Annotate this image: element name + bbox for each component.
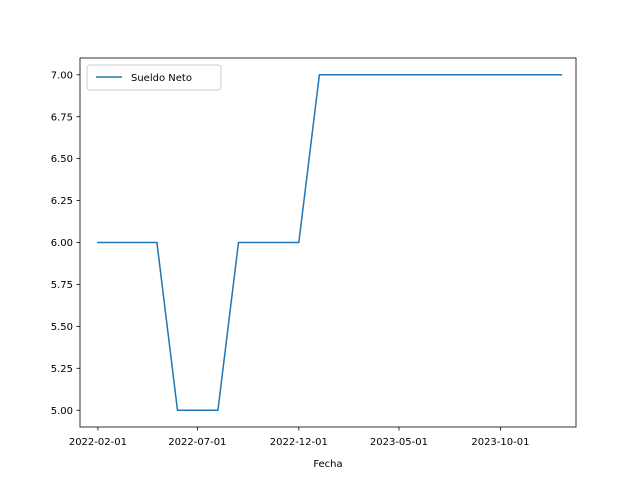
y-tick-label: 6.50 [51, 154, 73, 165]
y-tick-label: 6.75 [51, 112, 73, 123]
y-tick-label: 6.00 [51, 238, 73, 249]
legend: Sueldo Neto [86, 64, 222, 91]
plot-area [97, 74, 563, 411]
x-tick-label: 2022-12-01 [270, 437, 328, 448]
y-tick-label: 5.50 [51, 322, 73, 333]
x-tick-label: 2022-02-01 [69, 437, 127, 448]
x-axis-label: Fecha [313, 459, 342, 470]
legend-box [86, 64, 222, 91]
y-tick-label: 7.00 [51, 70, 73, 81]
series-line-0 [97, 74, 563, 411]
y-axis: 5.00 5.25 5.50 5.75 6.00 6.25 6.50 6.75 7.00 [51, 70, 80, 417]
x-axis: 2022-02-01 2022-07-01 2022-12-01 2023-05-01… [69, 427, 529, 448]
x-tick-label: 2023-10-01 [471, 437, 529, 448]
x-tick-label: 2023-05-01 [370, 437, 428, 448]
x-tick-label: 2022-07-01 [168, 437, 226, 448]
y-tick-label: 5.25 [51, 364, 73, 375]
legend-label: Sueldo Neto [131, 73, 192, 84]
y-tick-label: 5.00 [51, 406, 73, 417]
y-tick-label: 5.75 [51, 280, 73, 291]
y-tick-label: 6.25 [51, 196, 73, 207]
